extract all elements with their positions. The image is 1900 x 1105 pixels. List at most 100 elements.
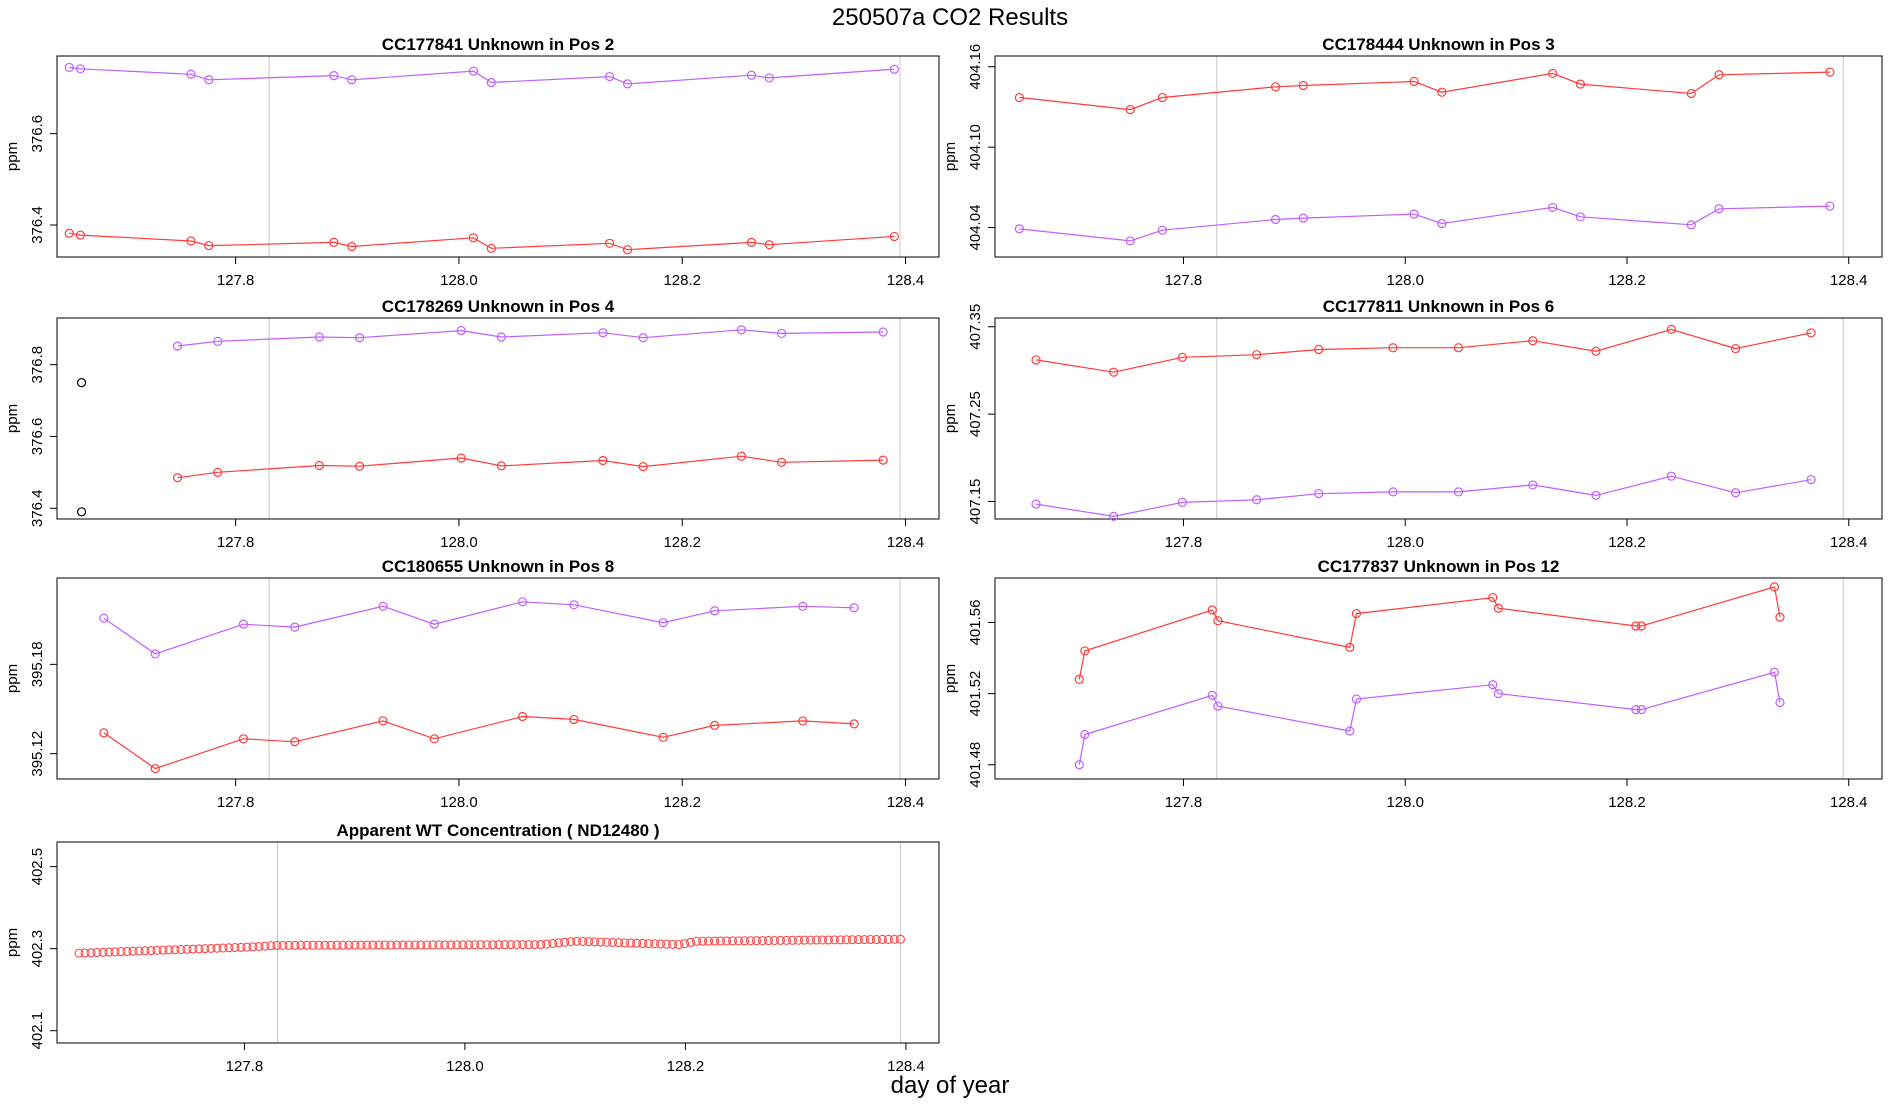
panel-1-title: CC177841 Unknown in Pos 2: [382, 35, 614, 54]
panel-7-series-1-point-14: [152, 945, 162, 955]
panel-7-series-1-point-62: [440, 940, 450, 950]
panel-7-series-1-point-64: [452, 940, 462, 950]
panel-1-xtick-label-1: 127.8: [217, 272, 255, 289]
panel-3-outlier-point-2: [76, 507, 87, 517]
panel-2-series-1-point-2: [1125, 104, 1135, 115]
panel-4-series-2-point-4: [1252, 495, 1262, 505]
panel-3-series-2-point-1: [172, 473, 183, 483]
panel-7-series-1-point-20: [188, 944, 198, 954]
panel-5-series-1-point-1: [99, 613, 109, 623]
panel-7-series-1-point-103: [686, 937, 696, 947]
panel-7-series-1-point-48: [356, 940, 366, 950]
panel-3-series-1-point-10: [776, 328, 787, 339]
panel-5-series-1-point-4: [290, 622, 300, 632]
panel-7-series-1-point-18: [176, 944, 186, 954]
panel-4-ytick-label-1: 407.15: [967, 479, 984, 525]
x-axis-title: day of year: [890, 1072, 1010, 1099]
panel-1-ytick-label-2: 376.6: [29, 115, 46, 153]
panel-6-series-2-point-9: [1631, 705, 1641, 715]
panel-7-series-1-point-31: [254, 941, 264, 951]
panel-5-series-2-point-1: [99, 728, 109, 738]
panel-7-series-1-point-86: [584, 937, 594, 947]
panel-7-series-1-point-7: [110, 947, 120, 957]
panel-4-series-1-point-3: [1177, 352, 1187, 362]
panel-4-series-2-line: [1035, 475, 1812, 518]
panel-7-series-1-point-112: [740, 936, 750, 946]
panel-4-title: CC177811 Unknown in Pos 6: [1323, 297, 1554, 316]
panel-5-series-2-point-8: [569, 714, 579, 725]
panel-7-series-1-point-126: [823, 935, 833, 945]
panel-7-series-1-point-42: [320, 940, 330, 950]
panel-1-series-1-line: [69, 66, 895, 85]
panel-6-series-1-point-3: [1207, 605, 1217, 615]
panel-6-xtick-label-3: 128.2: [1608, 794, 1646, 811]
panel-7-series-1-point-39: [302, 940, 312, 950]
panel-7-series-1-point-127: [829, 935, 839, 945]
panel-3-series-1-point-9: [736, 325, 746, 335]
panel-3-series-2-point-9: [736, 451, 746, 461]
panel-7-series-1-point-58: [416, 940, 426, 950]
panel-7-series-1-point-17: [170, 945, 180, 955]
panel-2-series-2-point-8: [1548, 202, 1558, 213]
panel-4-ylabel: ppm: [942, 404, 959, 433]
panel-3-series-2-point-10: [776, 457, 787, 467]
panel-7-series-1-point-113: [746, 936, 756, 946]
panel-2-xtick-label-2: 128.0: [1386, 272, 1424, 289]
panel-2-xtick-label-1: 127.8: [1165, 272, 1203, 289]
panel-7-xtick-label-3: 128.2: [667, 1058, 705, 1075]
panel-3-series-2-point-7: [598, 455, 608, 466]
panel-7-series-1-point-66: [464, 940, 474, 950]
panel-6-series-1-point-7: [1488, 592, 1498, 603]
panel-7-series-1-point-135: [877, 934, 887, 944]
panel-7-series-1-point-15: [158, 945, 168, 955]
panel-7-series-1-point-27: [230, 943, 240, 953]
panel-5-series-1-point-3: [238, 619, 249, 629]
panel-7-series-1-point-137: [889, 934, 899, 944]
panel-7-series-1-point-94: [632, 938, 642, 948]
panel-1-series-2-point-5: [329, 237, 339, 247]
panel-7-series-1-point-61: [434, 940, 444, 950]
panel-3-outlier-point-1: [76, 378, 87, 388]
panel-5-title: CC180655 Unknown in Pos 8: [382, 557, 614, 576]
panel-2-series-1-point-8: [1548, 68, 1558, 79]
panel-2-series-2-point-12: [1825, 201, 1835, 211]
panel-7-series-1-point-114: [752, 936, 762, 946]
panel-6-series-1-line: [1078, 586, 1781, 680]
panel-6-xtick-label-1: 127.8: [1165, 794, 1203, 811]
panel-2-series-2-point-5: [1298, 213, 1308, 223]
panel-7-series-1-point-105: [698, 936, 708, 946]
panel-2-series-2-point-6: [1409, 209, 1419, 219]
panel-7-series-1-point-136: [883, 934, 893, 944]
panel-7-series-1-point-99: [662, 939, 672, 949]
panel-4-xtick-label-1: 127.8: [1165, 534, 1203, 551]
panel-4-series-2-point-9: [1591, 490, 1601, 501]
panel-7-series-1-point-134: [871, 934, 881, 944]
panel-4-series-2-point-7: [1453, 487, 1464, 497]
panel-7-series-1-point-24: [212, 943, 222, 953]
panel-2-series-1-point-10: [1686, 88, 1696, 99]
panel-7-series-1-point-52: [380, 940, 390, 950]
panel-7-series-1-point-26: [224, 943, 234, 953]
panel-1-series-2-point-10: [622, 245, 633, 255]
panel-1-series-2-line: [69, 232, 895, 251]
panel-7-series-1-point-65: [458, 940, 468, 950]
panel-7-series-1-point-138: [895, 934, 905, 944]
panel-7-series-1-point-77: [530, 940, 540, 950]
panel-3-series-2-point-3: [314, 460, 324, 471]
panel-6-series-1-point-10: [1636, 621, 1647, 631]
panel-1-frame: [56, 55, 940, 258]
panel-7-series-1-point-74: [512, 940, 522, 950]
panel-2-series-1-point-5: [1298, 80, 1308, 91]
panel-2-series-2-point-2: [1125, 236, 1135, 246]
panel-4-series-2-point-6: [1388, 487, 1398, 497]
panel-7-ytick-label-3: 402.5: [29, 848, 46, 886]
panel-5-series-1-point-11: [798, 601, 808, 611]
panel-3-series-1-point-3: [314, 332, 324, 342]
panel-2-xtick-label-4: 128.4: [1830, 272, 1868, 289]
panel-6-series-1-point-5: [1345, 642, 1355, 652]
panel-7-series-1-point-71: [494, 940, 504, 950]
panel-5-frame: [56, 577, 940, 780]
panel-7-series-1-point-54: [392, 940, 402, 950]
panel-7-series-1-point-41: [314, 940, 324, 950]
panel-7-series-1-point-32: [260, 941, 270, 951]
